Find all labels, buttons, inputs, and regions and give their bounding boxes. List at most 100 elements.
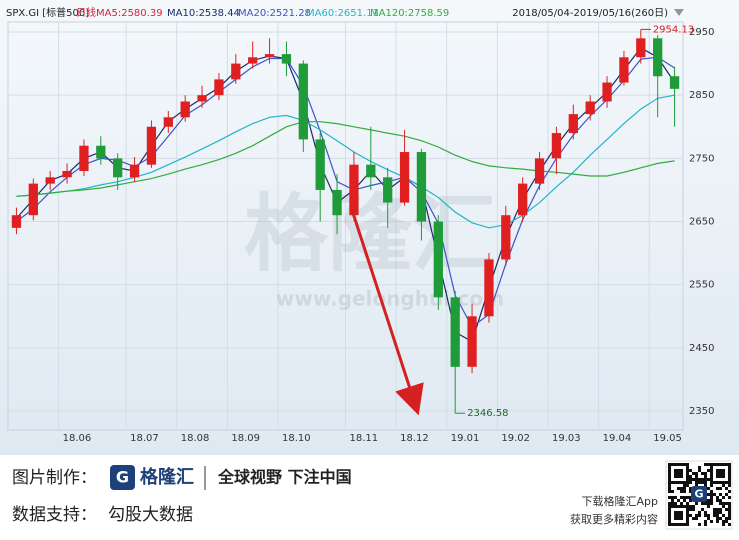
qr-cell [668,478,671,481]
qr-cell [719,463,722,466]
qr-cell [680,472,683,475]
qr-cell [671,463,674,466]
qr-cell [674,511,677,514]
qr-cell [671,490,674,493]
qr-cell [716,499,719,502]
qr-cell [668,502,671,505]
qr-cell [680,469,683,472]
qr-cell [668,484,671,487]
qr-cell [719,508,722,511]
qr-cell [680,505,683,508]
qr-cell [677,523,680,526]
qr-cell [707,487,710,490]
qr-cell [722,502,725,505]
qr-cell [728,511,731,514]
qr-cell [716,481,719,484]
qr-cell [668,490,671,493]
qr-cell [704,478,707,481]
qr-cell [716,487,719,490]
candle-body [129,164,140,178]
qr-cell [680,490,683,493]
qr-cell [707,505,710,508]
qr-cell [722,505,725,508]
qr-cell [695,478,698,481]
qr-cell [722,484,725,487]
qr-cell [698,514,701,517]
data-source: 勾股大数据 [108,505,193,525]
qr-cell [680,523,683,526]
candle-body [214,79,224,96]
qr-cell [698,511,701,514]
qr-cell [707,514,710,517]
qr-cell [728,496,731,499]
qr-code[interactable]: G [665,460,733,530]
qr-cell [686,523,689,526]
candle-body [264,54,275,58]
qr-cell [725,463,728,466]
qr-cell [704,511,707,514]
qr-cell [713,508,716,511]
qr-cell [716,517,719,520]
qr-cell [677,487,680,490]
qr-cell [668,466,671,469]
qr-cell [728,505,731,508]
candle-body [534,158,545,184]
qr-cell [689,505,692,508]
qr-cell [719,511,722,514]
qr-cell [710,490,713,493]
qr-cell [668,496,671,499]
qr-cell [710,463,713,466]
qr-cell [728,475,731,478]
qr-cell [719,469,722,472]
y-tick-label: 2450 [689,343,714,354]
qr-cell [686,496,689,499]
qr-cell [728,478,731,481]
candle-body [653,38,663,77]
dropdown-icon[interactable] [674,9,684,16]
qr-cell [680,517,683,520]
max-label: 2954.13 [653,24,694,35]
qr-cell [704,514,707,517]
candle-body [602,82,612,102]
app-line1: 下载格隆汇App [582,494,659,508]
legend-entry: MA60:2651.11 [306,8,379,19]
period-label: 日线 [76,6,96,19]
qr-cell [722,514,725,517]
grid: 2350 2450 2550 2650 2750 2850 2950 18.06 18.07 18… [8,22,714,444]
qr-cell [686,517,689,520]
qr-cell [668,487,671,490]
qr-cell [671,481,674,484]
x-tick-label: 18.07 [130,433,159,444]
qr-cell [677,505,680,508]
qr-cell [689,478,692,481]
qr-cell [698,523,701,526]
qr-cell [680,511,683,514]
qr-cell [713,481,716,484]
qr-cell [710,481,713,484]
candle-body [197,95,207,102]
qr-cell [716,496,719,499]
qr-cell [722,520,725,523]
qr-cell [686,469,689,472]
candle-body [450,297,460,367]
qr-cell [677,463,680,466]
qr-cell [710,520,713,523]
qr-cell [668,505,671,508]
qr-cell [716,472,719,475]
qr-cell [728,463,731,466]
candle-body [619,57,629,83]
qr-cell [668,511,671,514]
qr-cell [719,502,722,505]
qr-cell [710,466,713,469]
qr-cell [680,496,683,499]
legend-entry: MA10:2538.44 [167,8,240,19]
qr-cell [668,508,671,511]
candle-body [366,164,376,178]
qr-cell [710,496,713,499]
qr-cell [683,496,686,499]
candle-body [62,170,72,178]
qr-cell [725,502,728,505]
candle-body [113,158,123,178]
candle-body [383,177,393,203]
qr-cell [716,514,719,517]
